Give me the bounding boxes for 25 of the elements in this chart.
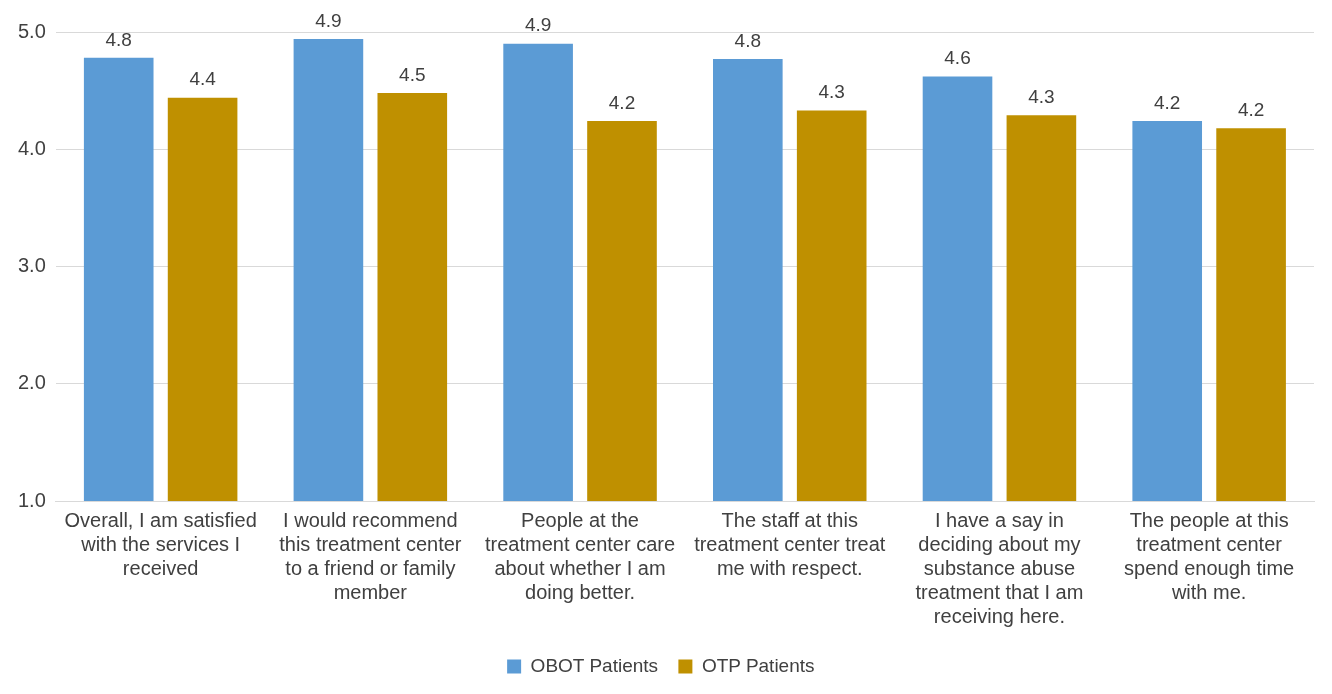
data-label: 4.2	[608, 91, 636, 113]
x-tick-label: Overall, I am satisfied with the services I received	[64, 508, 257, 579]
y-tick-label: 2.0	[17, 371, 46, 394]
data-label: 4.9	[315, 9, 342, 31]
data-label: 4.2	[1237, 98, 1265, 120]
data-label: 4.4	[189, 68, 217, 90]
data-label: 4.5	[399, 63, 426, 85]
x-tick-label: I have a say in deciding about my substance abuse treatment that I am receiving here.	[915, 508, 1084, 627]
data-label: 4.6	[944, 47, 971, 69]
y-tick-label: 5.0	[17, 19, 46, 42]
data-label: 4.3	[818, 81, 845, 103]
x-tick-label: The people at this treatment center spend enough time with me.	[1124, 508, 1295, 603]
x-tick-label: I would recommend this treatment center to a friend or family member	[279, 508, 462, 603]
y-tick-label: 3.0	[17, 254, 46, 277]
y-tick-label: 1.0	[17, 488, 46, 511]
legend-label: OTP Patients	[701, 654, 815, 676]
data-label: 4.2	[1154, 91, 1181, 113]
data-label: 4.8	[734, 29, 762, 51]
data-label: 4.3	[1028, 85, 1055, 107]
x-tick-label: The staff at this treatment center treat me with respect.	[694, 508, 886, 579]
data-label: 4.9	[524, 14, 552, 36]
legend-label: OBOT Patients	[530, 654, 659, 676]
data-label: 4.8	[105, 28, 132, 50]
x-tick-label: People at the treatment center care about whether I am doing better.	[485, 508, 676, 603]
y-tick-label: 4.0	[17, 136, 46, 159]
